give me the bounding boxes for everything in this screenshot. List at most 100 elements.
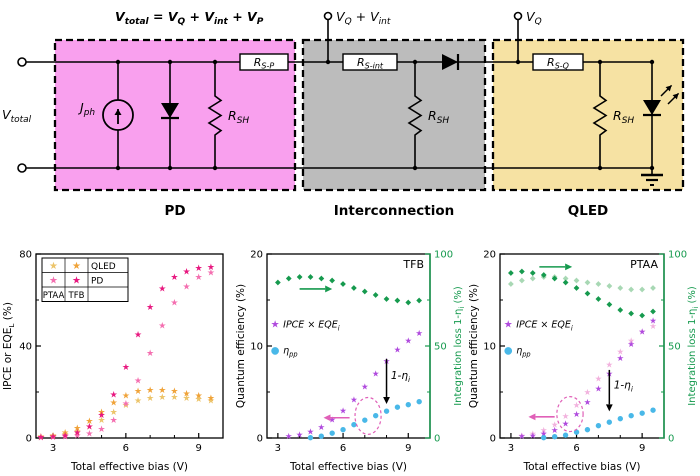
data-point: ★ <box>85 423 93 433</box>
data-point: ★ <box>562 412 570 422</box>
data-point: ◆ <box>606 281 612 290</box>
legend-col-label: TFB <box>68 291 85 301</box>
data-point: ★ <box>606 360 614 370</box>
data-point: ★ <box>170 387 178 397</box>
data-point: ◆ <box>585 288 591 297</box>
data-point: ★ <box>49 432 57 442</box>
data-point: ★ <box>110 399 118 409</box>
arrow-head <box>114 109 122 115</box>
x-tick-label: 3 <box>50 443 56 454</box>
data-point: ◆ <box>530 268 536 277</box>
legend-label: IPCE × EQEi <box>516 320 573 333</box>
circuit-labels: Vtotal = VQ + Vint + VP VQ + Vint VQ Vto… <box>2 9 634 219</box>
data-point: ★ <box>146 394 154 404</box>
led-diode-icon <box>643 100 661 115</box>
x-tick-label: 3 <box>508 443 514 454</box>
data-point: ★ <box>134 387 142 397</box>
data-point: ★ <box>372 370 380 380</box>
y-tick-label: 10 <box>483 342 496 353</box>
y-tick-label: 20 <box>250 250 263 261</box>
data-point: ★ <box>170 273 178 283</box>
data-point: ◆ <box>596 294 602 303</box>
panel-title: PTAA <box>630 258 658 271</box>
data-point: ★ <box>285 432 293 442</box>
data-point: ★ <box>85 423 93 433</box>
x-tick-label: 6 <box>340 443 346 454</box>
y-axis-label: IPCE or EQEL (%) <box>2 302 16 390</box>
data-point: ★ <box>573 410 581 420</box>
data-point: ◆ <box>297 272 303 281</box>
vq-terminal-icon <box>513 11 523 21</box>
annotation-arrowhead <box>528 413 536 421</box>
annotation-label: 1-ηi <box>391 370 410 384</box>
data-point: ◆ <box>318 274 324 283</box>
x-axis-label: Total effective bias (V) <box>522 461 640 473</box>
y2-axis-label: Integration loss 1-ηi (%) <box>453 286 466 406</box>
data-point: ★ <box>61 432 69 442</box>
data-point: ● <box>541 434 547 442</box>
data-point: ● <box>606 418 612 426</box>
data-point: ★ <box>73 427 81 437</box>
led-emission-arrow-icon <box>660 84 673 97</box>
legend-col-label: PTAA <box>43 291 65 301</box>
data-point: ● <box>595 422 601 430</box>
data-point: ◆ <box>617 305 623 314</box>
data-point: ★ <box>170 393 178 403</box>
data-point: ★ <box>595 374 603 384</box>
data-point: ◆ <box>585 277 591 286</box>
vq-vint-label: VQ + Vint <box>336 9 391 27</box>
pd-section <box>102 53 289 168</box>
data-point: ◆ <box>552 274 558 283</box>
data-point: ◆ <box>650 283 656 292</box>
data-point: ★ <box>146 386 154 396</box>
pd-rsp-resistor-icon <box>239 53 289 71</box>
legend-marker: ★ <box>72 261 81 272</box>
data-point: ◆ <box>617 283 623 292</box>
data-point: ◆ <box>395 296 401 305</box>
vq-vint-terminal-icon <box>323 11 333 21</box>
data-point: ◆ <box>541 270 547 279</box>
data-point: ★ <box>158 322 166 332</box>
data-point: ★ <box>195 273 203 283</box>
data-point: ★ <box>98 408 106 418</box>
data-point: ◆ <box>340 279 346 288</box>
data-point: ★ <box>394 346 402 356</box>
arrow-head <box>672 93 679 100</box>
annotation-arrowhead <box>565 263 573 271</box>
legend-label: ηpp <box>283 345 297 358</box>
x-tick-label: 9 <box>639 443 645 454</box>
y-tick-label: 20 <box>483 250 496 261</box>
formula-vtotal: Vtotal = VQ + Vint + VP <box>115 9 264 27</box>
data-point: ◆ <box>596 279 602 288</box>
data-point: ★ <box>207 396 215 406</box>
data-point: ● <box>650 406 656 414</box>
data-point: ★ <box>562 419 570 429</box>
data-point: ★ <box>307 428 315 438</box>
y2-tick-label: 0 <box>434 434 440 445</box>
y2-tick-label: 50 <box>668 342 681 353</box>
data-point: ● <box>584 425 590 433</box>
x-tick-label: 6 <box>573 443 579 454</box>
annotation-label: 1-ηi <box>614 379 633 393</box>
rsp-label: RS-P <box>254 56 275 71</box>
x-tick-label: 9 <box>196 443 202 454</box>
annotation-arrowhead <box>383 396 390 404</box>
data-point: ◆ <box>574 283 580 292</box>
chart-ptaa: 3 6 9 0 10 20 0 50 100 Integration loss 1-ηi (%) T… <box>468 250 700 474</box>
interconnection-rsint-resistor-icon <box>342 53 398 71</box>
legend-label: PD <box>91 276 103 286</box>
data-point: ◆ <box>563 274 569 283</box>
section-label-interconnection: Interconnection <box>334 203 455 219</box>
qled-rsq-resistor-icon <box>532 53 584 71</box>
data-point: ★ <box>627 337 635 347</box>
data-point: ● <box>639 409 645 417</box>
legend-marker: ★ <box>49 275 58 286</box>
data-point: ★ <box>146 303 154 313</box>
data-point: ★ <box>551 426 559 436</box>
y-tick-label: 0 <box>490 434 496 445</box>
data-point: ● <box>373 412 379 420</box>
input-terminal-bottom-icon <box>17 163 27 173</box>
y-tick-label: 80 <box>19 250 32 261</box>
data-point: ★ <box>584 388 592 398</box>
